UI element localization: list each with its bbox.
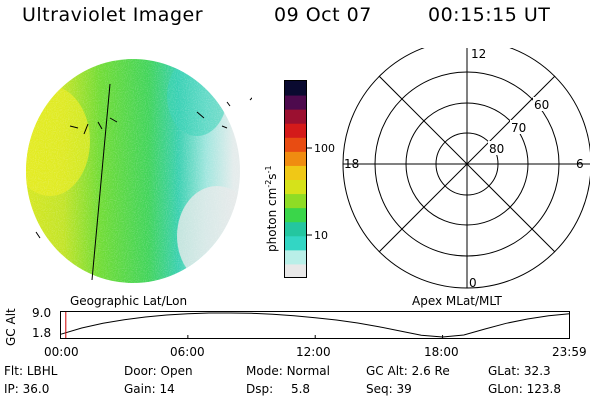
colorbar-band [285, 109, 306, 124]
flt-label: Flt: [4, 364, 23, 378]
mlt-label-18: 18 [344, 157, 359, 171]
seq-label: Seq: [366, 382, 393, 396]
colorbar-band [285, 207, 306, 223]
xtick-0000: 00:00 [44, 345, 79, 359]
colorbar-label-exp2: -1 [264, 165, 273, 174]
polar-grid: 12 18 6 0 60 70 80 [342, 48, 590, 290]
info-ip: IP: 36.0 [4, 382, 49, 396]
info-door: Door: Open [124, 364, 193, 378]
ip-label: IP: [4, 382, 19, 396]
info-dsp: Dsp: 5.8 [246, 382, 310, 396]
gcalt-value: 2.6 Re [411, 364, 450, 378]
colorbar-band [285, 249, 306, 265]
colorbar-label-mid: s [265, 173, 279, 180]
colorbar-band [285, 263, 306, 278]
colorbar-label-exp1: -2 [264, 179, 273, 188]
seq-value: 39 [396, 382, 412, 396]
info-glat: GLat: 32.3 [488, 364, 551, 378]
colorbar [284, 80, 307, 278]
mlt-label-6: 6 [576, 157, 584, 171]
glat-label: GLat: [488, 364, 521, 378]
colorbar-label-text: photon cm [265, 187, 279, 252]
auroral-image [26, 59, 252, 283]
colorbar-label: photon cm-2s-1 [264, 165, 279, 252]
flt-value: LBHL [26, 364, 58, 378]
altitude-ylabel: GC Alt [4, 308, 18, 346]
ip-value: 36.0 [22, 382, 50, 396]
gain-value: 14 [159, 382, 175, 396]
mode-label: Mode: [246, 364, 283, 378]
xtick-0600: 06:00 [170, 345, 205, 359]
glon-value: 123.8 [526, 382, 561, 396]
info-mode: Mode: Normal [246, 364, 330, 378]
info-gain: Gain: 14 [124, 382, 175, 396]
altitude-ymin: 1.8 [32, 326, 52, 340]
colorbar-ticks: 100 10 [306, 142, 335, 242]
mlt-label-12: 12 [471, 48, 486, 61]
colorbar-band [285, 123, 306, 138]
apex-caption: Apex MLat/MLT [412, 294, 502, 308]
colorbar-band [285, 221, 306, 237]
glon-label: GLon: [488, 382, 523, 396]
colorbar-band [285, 95, 306, 110]
altitude-plot [60, 311, 570, 339]
colorbar-band [285, 179, 306, 195]
info-gcalt: GC Alt: 2.6 Re [366, 364, 450, 378]
glat-value: 32.3 [523, 364, 551, 378]
info-glon: GLon: 123.8 [488, 382, 561, 396]
door-value: Open [160, 364, 193, 378]
lat-label-60: 60 [534, 98, 549, 112]
dsp-label: Dsp: [246, 382, 274, 396]
altitude-ymax: 9.0 [32, 306, 52, 320]
door-label: Door: [124, 364, 157, 378]
xtick-2359: 23:59 [552, 345, 587, 359]
dsp-value: 5.8 [290, 382, 311, 396]
colorbar-band [285, 151, 306, 166]
instrument-title: Ultraviolet Imager [22, 4, 204, 26]
altitude-trace [60, 312, 570, 338]
lat-label-70: 70 [511, 121, 526, 135]
date-label: 09 Oct 07 [274, 4, 372, 26]
colorbar-band [285, 165, 306, 180]
xtick-1800: 18:00 [424, 345, 459, 359]
mlt-label-0: 0 [469, 276, 477, 290]
info-seq: Seq: 39 [366, 382, 412, 396]
lat-label-80: 80 [489, 142, 504, 156]
xtick-1200: 12:00 [296, 345, 331, 359]
colorbar-band [285, 137, 306, 152]
colorbar-band [285, 235, 306, 251]
colorbar-tick-100: 100 [314, 142, 335, 155]
colorbar-band [285, 193, 306, 209]
gain-label: Gain: [124, 382, 156, 396]
info-flt: Flt: LBHL [4, 364, 57, 378]
colorbar-tick-10: 10 [314, 229, 328, 242]
geographic-caption: Geographic Lat/Lon [70, 294, 188, 308]
mode-value: Normal [286, 364, 330, 378]
gcalt-label: GC Alt: [366, 364, 408, 378]
colorbar-band [285, 81, 306, 96]
time-label: 00:15:15 UT [428, 4, 551, 26]
